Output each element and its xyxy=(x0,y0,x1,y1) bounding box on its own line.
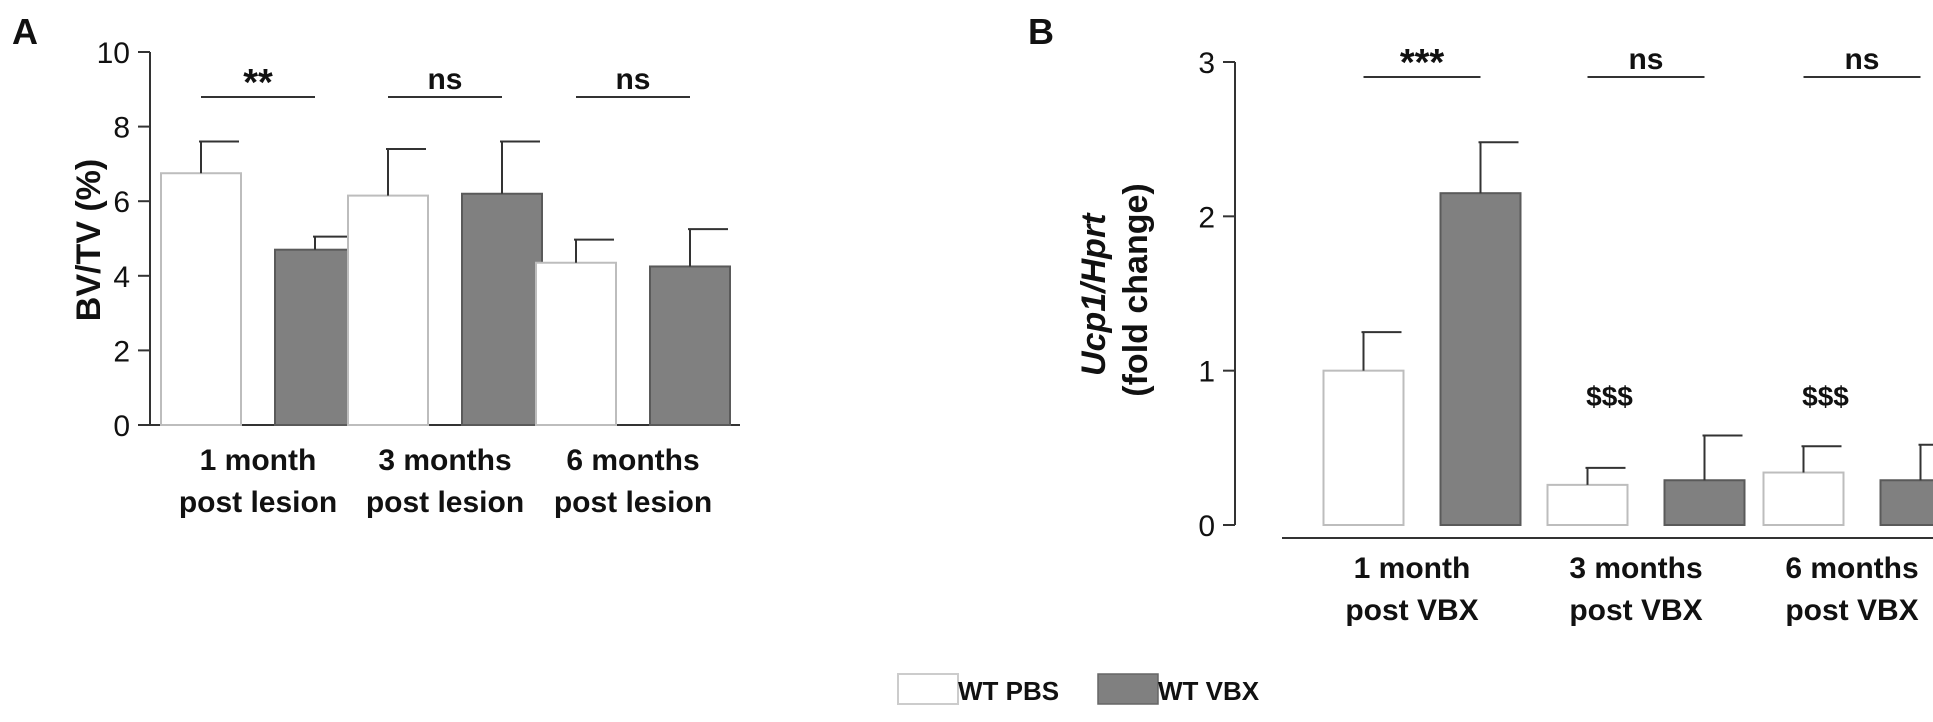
panel-b-significance-label: ns xyxy=(1628,43,1663,76)
panel-a-label: A xyxy=(12,11,38,52)
panel-a-category-label: 1 month xyxy=(200,444,317,477)
panel-a-bar-vbx xyxy=(649,265,731,426)
panel-a-y-tick-label: 10 xyxy=(97,37,130,70)
panel-b-category-label: post VBX xyxy=(1345,594,1478,627)
panel-b-annotation: $$$ xyxy=(1802,381,1849,412)
panel-a: A BV/TV (%) 0 2 4 6 8 10 ** 1 month post lesion n… xyxy=(12,11,740,519)
panel-a-bar-pbs xyxy=(160,172,242,426)
panel-b-y-tick-label: 1 xyxy=(1198,356,1215,389)
panel-a-y-axis-label: BV/TV (%) xyxy=(70,159,108,321)
panel-b-category-label: post VBX xyxy=(1785,594,1918,627)
panel-b-category-label: 1 month xyxy=(1354,552,1471,585)
panel-a-bar-pbs xyxy=(535,261,617,426)
panel-a-y-tick-label: 0 xyxy=(113,410,130,443)
panel-a-significance-label: ns xyxy=(427,63,462,96)
panel-b-y-tick-label: 3 xyxy=(1198,47,1215,80)
legend: WT PBS WT VBX xyxy=(897,673,1260,706)
panel-b-bar-pbs xyxy=(1546,483,1629,526)
panel-a-significance-label: ns xyxy=(615,63,650,96)
panel-b-annotation: $$$ xyxy=(1586,381,1633,412)
panel-a-category-label: 3 months xyxy=(378,444,511,477)
legend-swatch-pbs xyxy=(897,673,959,705)
panel-b-y-axis-label-italic: Ucp1/Hprt xyxy=(1075,212,1113,376)
panel-b-category-label: 3 months xyxy=(1569,552,1702,585)
panel-a-y-tick-label: 2 xyxy=(113,335,130,368)
panel-a-bar-vbx xyxy=(461,192,543,426)
panel-b-bar-pbs xyxy=(1322,369,1405,526)
panel-b-bar-pbs xyxy=(1762,471,1845,527)
panel-b-y-tick-label: 0 xyxy=(1198,510,1215,543)
panel-a-y-tick-label: 6 xyxy=(113,186,130,219)
panel-a-category-label: post lesion xyxy=(366,486,524,519)
panel-b: B Ucp1/Hprt (fold change) 0 1 2 3 *** 1 month… xyxy=(1028,11,1933,627)
panel-b-label: B xyxy=(1028,11,1054,52)
legend-label-pbs: WT PBS xyxy=(958,676,1059,706)
panel-b-bar-vbx xyxy=(1879,479,1933,527)
panel-a-category-label: post lesion xyxy=(179,486,337,519)
panel-a-bar-vbx xyxy=(274,248,356,426)
panel-b-y-axis-label-rest: (fold change) xyxy=(1117,183,1155,396)
panel-a-y-tick-label: 8 xyxy=(113,112,130,145)
panel-b-category-label: post VBX xyxy=(1569,594,1702,627)
panel-b-bar-vbx xyxy=(1663,479,1746,527)
panel-b-significance-label: *** xyxy=(1400,42,1445,84)
legend-label-vbx: WT VBX xyxy=(1158,676,1260,706)
panel-a-bar-pbs xyxy=(347,194,429,426)
panel-b-y-tick-label: 2 xyxy=(1198,201,1215,234)
panel-b-y-axis-label: Ucp1/Hprt (fold change) xyxy=(1075,183,1155,396)
panel-a-category-label: 6 months xyxy=(566,444,699,477)
panel-a-category-label: post lesion xyxy=(554,486,712,519)
panel-b-significance-label: ns xyxy=(1844,43,1879,76)
panel-b-bar-vbx xyxy=(1439,192,1522,527)
panel-b-category-label: 6 months xyxy=(1785,552,1918,585)
legend-swatch-vbx xyxy=(1097,673,1159,705)
panel-a-significance-label: ** xyxy=(243,62,273,104)
panel-a-y-tick-label: 4 xyxy=(113,261,130,294)
